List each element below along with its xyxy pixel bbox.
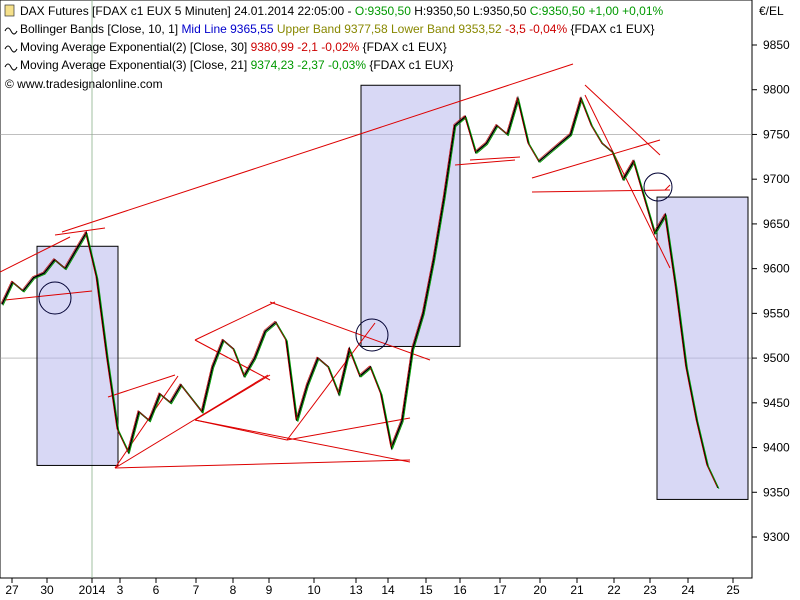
- trend-line: [286, 322, 376, 441]
- trend-line: [584, 94, 671, 269]
- legend-lower-band: Lower Band 9353,52: [391, 22, 502, 36]
- trend-line: [531, 189, 671, 193]
- annotation-circle: [38, 281, 72, 315]
- legend-high: H:9350,50: [414, 4, 470, 18]
- highlight-box: [360, 84, 461, 347]
- trend-line: [194, 339, 271, 381]
- trend-line: [114, 375, 179, 469]
- legend-line-2-tail: {FDAX c1 EUX}: [567, 22, 654, 36]
- annotation-circle: [643, 172, 673, 202]
- trend-line: [114, 459, 411, 469]
- trend-line: [61, 63, 574, 233]
- copyright-text: © www.tradesignalonline.com: [5, 77, 163, 91]
- trend-line: [194, 419, 411, 463]
- y-tick-label: 9700: [763, 172, 790, 186]
- trend-line: [469, 156, 521, 161]
- x-tick-label: 23: [643, 583, 657, 597]
- legend-line-4-name: Moving Average Exponential(3) [Close, 21…: [20, 58, 251, 72]
- trend-line: [531, 139, 661, 179]
- x-tick-label: 30: [40, 583, 54, 597]
- x-tick-label: 25: [726, 583, 740, 597]
- legend-bb-change: -3,5 -0,04%: [505, 22, 567, 36]
- x-tick-label: 6: [153, 583, 160, 597]
- legend-low: L:9350,50: [473, 4, 527, 18]
- trend-line: [454, 159, 516, 166]
- x-tick-label: 7: [193, 583, 200, 597]
- legend-change: +1,00 +0,01%: [588, 4, 663, 18]
- legend-line-3-name: Moving Average Exponential(2) [Close, 30…: [20, 40, 251, 54]
- y-axis: 9300 9350 9400 9450 9500 9550 9600 9650 9700 9750…: [752, 38, 790, 544]
- legend-line-1: DAX Futures [FDAX c1 EUX 5 Minuten] 24.0…: [20, 4, 664, 18]
- x-tick-label: 13: [349, 583, 363, 597]
- y-tick-label: 9300: [763, 530, 790, 544]
- x-tick-label: 3: [117, 583, 124, 597]
- legend-line-3-tail: {FDAX c1 EUX}: [359, 40, 446, 54]
- legend-close: C:9350,50: [530, 4, 586, 18]
- y-tick-label: 9750: [763, 127, 790, 141]
- x-tick-label: 2014: [79, 583, 106, 597]
- x-tick-label: 20: [533, 583, 547, 597]
- chart-symbol-icon: [4, 4, 15, 17]
- indicator-wave-icon: [4, 27, 18, 71]
- y-tick-label: 9450: [763, 396, 790, 410]
- y-tick-label: 9600: [763, 262, 790, 276]
- trend-lines: [0, 63, 673, 469]
- trend-line: [194, 374, 271, 421]
- x-tick-label: 9: [266, 583, 273, 597]
- legend-open: O:9350,50: [355, 4, 411, 18]
- legend-line-4: Moving Average Exponential(3) [Close, 21…: [20, 58, 453, 72]
- x-tick-label: 22: [607, 583, 621, 597]
- trend-line: [269, 301, 431, 361]
- legend: DAX Futures [FDAX c1 EUX 5 Minuten] 24.0…: [4, 4, 664, 91]
- trend-line: [114, 374, 269, 469]
- y-tick-label: 9350: [763, 485, 790, 499]
- x-tick-label: 27: [5, 583, 19, 597]
- trend-line: [0, 236, 71, 273]
- y-tick-label: 9550: [763, 306, 790, 320]
- y-tick-label: 9800: [763, 83, 790, 97]
- legend-line-2-name: Bollinger Bands [Close, 10, 1]: [20, 22, 181, 36]
- trend-line: [107, 374, 176, 398]
- x-tick-label: 17: [493, 583, 507, 597]
- ema2-line: [0, 96, 718, 487]
- x-tick-label: 21: [570, 583, 584, 597]
- legend-upper-band: Upper Band 9377,58: [277, 22, 388, 36]
- trend-line: [194, 301, 276, 341]
- legend-ema2-value: 9380,99 -2,1 -0,02%: [251, 40, 360, 54]
- legend-mid-line: Mid Line 9365,55: [181, 22, 273, 36]
- highlight-box: [656, 196, 749, 500]
- price-series: [0, 95, 720, 489]
- y-tick-label: 9650: [763, 217, 790, 231]
- trend-line: [664, 184, 671, 191]
- legend-line-2: Bollinger Bands [Close, 10, 1] Mid Line …: [20, 22, 655, 36]
- ema3-line: [2, 97, 720, 489]
- annotation-circle: [355, 318, 389, 352]
- legend-ema3-value: 9374,23 -2,37 -0,03%: [251, 58, 367, 72]
- x-tick-label: 15: [419, 583, 433, 597]
- legend-line-1-name: DAX Futures [FDAX c1 EUX 5 Minuten] 24.0…: [20, 4, 355, 18]
- x-tick-label: 10: [307, 583, 321, 597]
- y-tick-label: 9850: [763, 38, 790, 52]
- trend-line: [286, 417, 411, 441]
- x-tick-label: 24: [681, 583, 695, 597]
- trend-line: [584, 84, 661, 156]
- x-axis: 27 30 2014 3 6 7 8 9 10 13 14 15 16 17 20 21 22 23 24 25: [5, 578, 740, 597]
- x-tick-label: 14: [381, 583, 395, 597]
- x-tick-label: 16: [453, 583, 467, 597]
- x-tick-label: 8: [230, 583, 237, 597]
- trend-line: [54, 227, 106, 236]
- y-tick-label: 9400: [763, 441, 790, 455]
- y-tick-label: 9500: [763, 351, 790, 365]
- legend-line-3: Moving Average Exponential(2) [Close, 30…: [20, 40, 447, 54]
- legend-line-4-tail: {FDAX c1 EUX}: [366, 58, 453, 72]
- trend-line: [4, 290, 93, 301]
- currency-label: €/EL: [759, 4, 784, 18]
